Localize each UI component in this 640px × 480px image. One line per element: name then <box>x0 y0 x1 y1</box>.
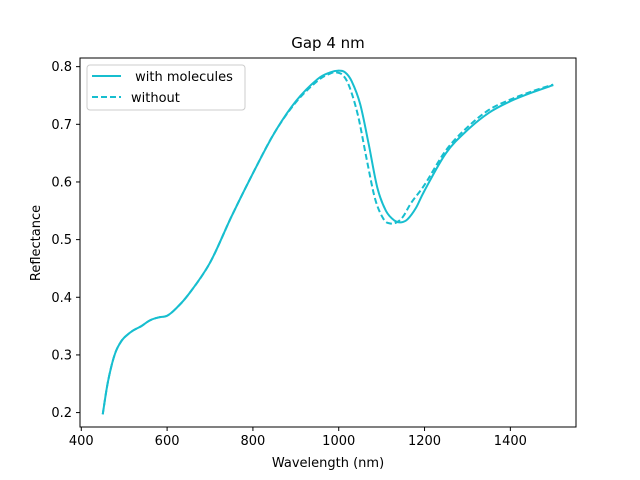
series-lines <box>101 69 554 415</box>
axis-ticks: 400 600 800 1000 1200 1400 0.2 0.3 0.4 0.5 0.6 0.7 0… <box>51 60 527 449</box>
y-tick-label: 0.4 <box>51 291 72 306</box>
x-tick-label: 800 <box>240 434 265 449</box>
x-tick-label: 600 <box>155 434 180 449</box>
y-tick-label: 0.5 <box>51 233 72 248</box>
x-tick-label: 1000 <box>322 434 355 449</box>
series-line-without <box>101 71 554 415</box>
legend-label-without: without <box>131 91 180 106</box>
legend: with molecules without <box>86 64 246 111</box>
x-tick-label: 1400 <box>494 434 527 449</box>
y-tick-label: 0.6 <box>51 175 72 190</box>
legend-label-with-molecules: with molecules <box>131 70 233 85</box>
y-tick-label: 0.3 <box>51 348 72 363</box>
plot-frame <box>79 57 577 428</box>
y-tick-label: 0.7 <box>51 118 72 133</box>
x-tick-label: 1200 <box>408 434 441 449</box>
chart-title: Gap 4 nm <box>291 34 365 52</box>
y-tick-label: 0.2 <box>51 406 72 421</box>
x-axis-label: Wavelength (nm) <box>272 456 384 471</box>
x-tick-label: 400 <box>69 434 94 449</box>
y-axis-label: Reflectance <box>29 205 44 281</box>
y-tick-label: 0.8 <box>51 60 72 75</box>
legend-frame <box>86 64 246 111</box>
